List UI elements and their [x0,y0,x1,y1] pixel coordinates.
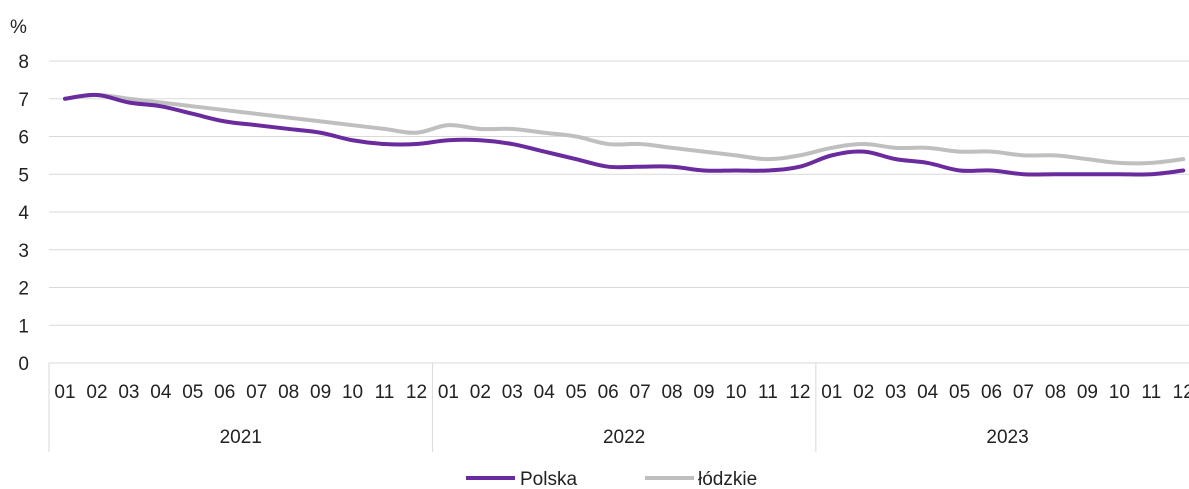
series-line-polska [63,92,1186,177]
x-tick-label: 04 [917,382,939,403]
x-tick-label: 09 [693,382,714,403]
x-tick-label: 01 [438,382,459,403]
x-tick-label: 06 [981,382,1002,403]
x-tick-label: 11 [375,382,395,403]
x-tick-label: 12 [1173,382,1189,403]
x-tick-label: 04 [534,382,556,403]
x-tick-label: 04 [150,382,172,403]
x-tick-label: 02 [86,382,107,403]
y-axis-ticks: 0 1 2 3 4 5 6 7 8 [18,52,29,375]
gridlines [49,60,1189,326]
y-tick-label: 0 [18,354,29,375]
x-tick-label: 02 [470,382,491,403]
x-tick-label: 03 [885,382,906,403]
x-tick-label: 07 [1013,382,1034,403]
x-year-label: 2021 [220,427,262,448]
legend: Polska łódzkie [466,469,757,489]
x-year-label: 2022 [603,427,645,448]
y-tick-label: 5 [18,165,29,186]
x-tick-label: 08 [661,382,682,403]
x-tick-label: 01 [54,382,75,403]
x-tick-label: 06 [214,382,235,403]
y-tick-label: 8 [18,52,29,73]
x-tick-label: 09 [1077,382,1098,403]
y-tick-label: 1 [18,316,29,337]
x-tick-label: 05 [566,382,587,403]
series-line-lodzkie [63,92,1186,166]
x-tick-label: 10 [725,382,746,403]
x-tick-label: 10 [1109,382,1130,403]
y-tick-label: 4 [18,203,29,224]
x-tick-label: 11 [1141,382,1161,403]
x-tick-label: 05 [949,382,970,403]
x-tick-label: 07 [246,382,267,403]
x-tick-label: 05 [182,382,203,403]
x-tick-label: 12 [789,382,810,403]
x-tick-label: 01 [821,382,842,403]
x-year-label: 2023 [986,427,1028,448]
x-axis: 01 02 03 04 05 06 07 08 09 10 11 12 2021 01 02 03 04 05 06… [48,362,1189,452]
x-tick-label: 11 [758,382,778,403]
x-tick-label: 12 [406,382,427,403]
x-tick-label: 10 [342,382,363,403]
x-tick-label: 06 [598,382,619,403]
y-tick-label: 6 [18,128,29,149]
y-tick-label: 7 [18,90,29,111]
x-tick-label: 08 [278,382,299,403]
x-tick-label: 08 [1045,382,1066,403]
y-tick-label: 3 [18,241,29,262]
x-tick-label: 03 [502,382,523,403]
legend-label: Polska [520,469,577,489]
legend-label: łódzkie [698,469,757,489]
x-tick-label: 03 [118,382,139,403]
x-tick-label: 09 [310,382,331,403]
x-tick-label: 02 [853,382,874,403]
series-lines [63,92,1186,177]
y-axis-unit: % [10,17,27,38]
y-tick-label: 2 [18,279,29,300]
x-tick-label: 07 [630,382,651,403]
